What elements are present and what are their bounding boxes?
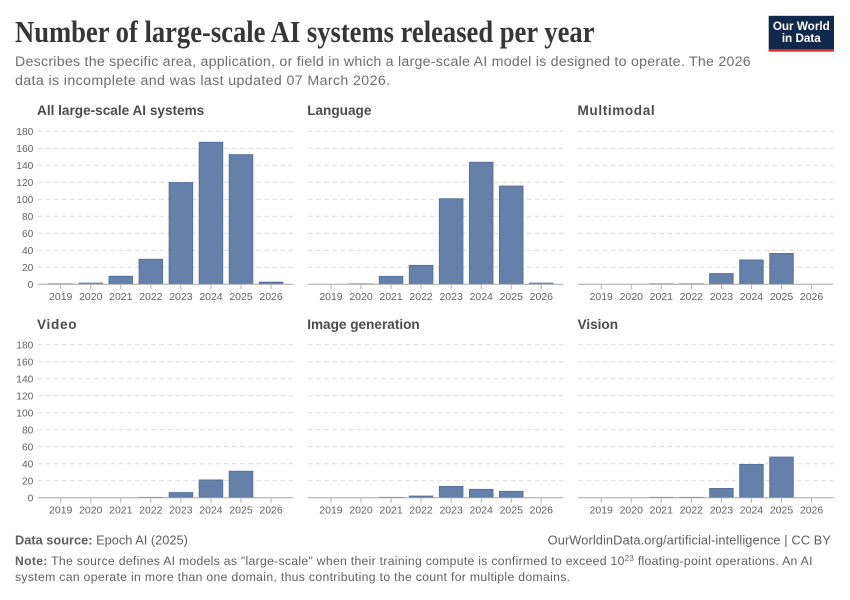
svg-text:2022: 2022 xyxy=(680,291,704,303)
svg-text:2021: 2021 xyxy=(650,504,674,516)
svg-text:2023: 2023 xyxy=(169,504,193,516)
svg-text:40: 40 xyxy=(22,459,34,470)
svg-text:80: 80 xyxy=(22,212,34,223)
svg-text:120: 120 xyxy=(16,391,33,402)
svg-text:2020: 2020 xyxy=(620,291,644,303)
svg-text:2019: 2019 xyxy=(49,291,73,303)
svg-text:2024: 2024 xyxy=(199,291,223,303)
svg-text:2019: 2019 xyxy=(590,504,614,516)
svg-text:40: 40 xyxy=(22,246,34,257)
svg-text:20: 20 xyxy=(22,263,34,274)
svg-text:160: 160 xyxy=(16,357,33,368)
svg-text:Image generation: Image generation xyxy=(307,317,420,332)
svg-text:2022: 2022 xyxy=(409,291,433,303)
svg-text:2019: 2019 xyxy=(319,291,343,303)
svg-text:2021: 2021 xyxy=(109,504,133,516)
svg-text:140: 140 xyxy=(16,161,33,172)
svg-text:2020: 2020 xyxy=(79,504,103,516)
svg-text:2021: 2021 xyxy=(379,291,403,303)
svg-text:2026: 2026 xyxy=(800,291,824,303)
svg-text:2020: 2020 xyxy=(349,504,373,516)
svg-text:2023: 2023 xyxy=(439,291,463,303)
svg-text:2025: 2025 xyxy=(500,291,524,303)
svg-text:140: 140 xyxy=(16,374,33,385)
svg-text:2026: 2026 xyxy=(800,504,824,516)
svg-text:2024: 2024 xyxy=(740,504,764,516)
svg-text:Number of large-scale AI syste: Number of large-scale AI systems release… xyxy=(15,15,595,49)
svg-text:data is incomplete and was las: data is incomplete and was last updated … xyxy=(15,73,390,89)
svg-text:2019: 2019 xyxy=(49,504,73,516)
svg-text:Vision: Vision xyxy=(578,317,619,332)
svg-text:2025: 2025 xyxy=(229,504,253,516)
svg-text:2021: 2021 xyxy=(109,291,133,303)
svg-text:2024: 2024 xyxy=(470,504,494,516)
svg-text:120: 120 xyxy=(16,178,33,189)
svg-text:2023: 2023 xyxy=(710,504,734,516)
svg-text:Language: Language xyxy=(307,103,372,118)
svg-text:Note: The source defines AI mo: Note: The source defines AI models as "l… xyxy=(15,554,813,568)
svg-text:180: 180 xyxy=(16,127,33,138)
svg-text:2019: 2019 xyxy=(590,291,614,303)
svg-text:Video: Video xyxy=(37,317,77,332)
svg-text:2020: 2020 xyxy=(79,291,103,303)
svg-text:2021: 2021 xyxy=(379,504,403,516)
svg-text:2024: 2024 xyxy=(470,291,494,303)
svg-text:OurWorldinData.org/artificial-: OurWorldinData.org/artificial-intelligen… xyxy=(548,533,832,548)
svg-text:2025: 2025 xyxy=(500,504,524,516)
svg-text:100: 100 xyxy=(16,195,33,206)
svg-text:Our World: Our World xyxy=(773,20,830,33)
svg-text:Data source: Epoch AI (2025): Data source: Epoch AI (2025) xyxy=(15,533,188,548)
svg-text:20: 20 xyxy=(22,476,34,487)
svg-text:2021: 2021 xyxy=(650,291,674,303)
svg-text:60: 60 xyxy=(22,229,34,240)
svg-text:2019: 2019 xyxy=(319,504,343,516)
svg-text:2024: 2024 xyxy=(740,291,764,303)
svg-text:2022: 2022 xyxy=(139,291,163,303)
svg-text:2022: 2022 xyxy=(409,504,433,516)
svg-text:60: 60 xyxy=(22,442,34,453)
svg-text:0: 0 xyxy=(28,280,34,291)
svg-text:180: 180 xyxy=(16,340,33,351)
svg-text:All large-scale AI systems: All large-scale AI systems xyxy=(37,103,204,118)
svg-text:2020: 2020 xyxy=(349,291,373,303)
svg-text:system can operate in more tha: system can operate in more than one doma… xyxy=(15,570,570,584)
svg-text:0: 0 xyxy=(28,493,34,504)
svg-text:80: 80 xyxy=(22,425,34,436)
svg-text:2025: 2025 xyxy=(770,504,794,516)
svg-text:Describes the specific area, a: Describes the specific area, application… xyxy=(15,54,751,70)
svg-text:2024: 2024 xyxy=(199,504,223,516)
svg-text:2025: 2025 xyxy=(770,291,794,303)
svg-text:160: 160 xyxy=(16,144,33,155)
svg-text:2026: 2026 xyxy=(259,504,283,516)
svg-text:in Data: in Data xyxy=(782,32,821,45)
svg-text:Multimodal: Multimodal xyxy=(578,103,656,118)
svg-text:2026: 2026 xyxy=(530,291,554,303)
svg-text:2022: 2022 xyxy=(139,504,163,516)
svg-text:2023: 2023 xyxy=(169,291,193,303)
svg-text:2026: 2026 xyxy=(259,291,283,303)
svg-text:2022: 2022 xyxy=(680,504,704,516)
svg-text:2025: 2025 xyxy=(229,291,253,303)
svg-text:2023: 2023 xyxy=(439,504,463,516)
svg-text:100: 100 xyxy=(16,408,33,419)
svg-text:2023: 2023 xyxy=(710,291,734,303)
svg-text:2026: 2026 xyxy=(530,504,554,516)
svg-text:2020: 2020 xyxy=(620,504,644,516)
